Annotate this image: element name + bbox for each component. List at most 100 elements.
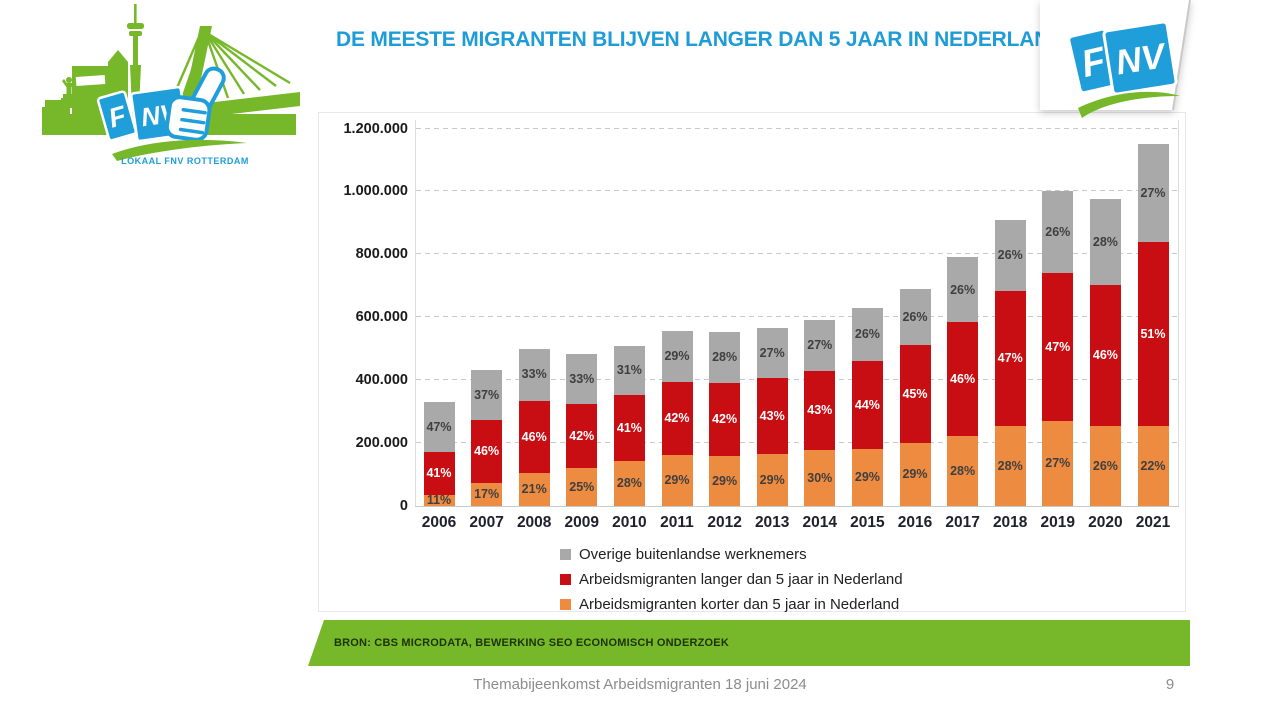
gridline: [416, 442, 1178, 444]
bar-segment: 26%: [994, 219, 1026, 292]
x-axis-label: 2021: [1135, 514, 1171, 531]
bar-column: 29% 42% 29%: [661, 331, 693, 506]
bar-column: 26% 44% 29%: [851, 307, 883, 506]
bar-segment: 29%: [899, 443, 931, 506]
x-axis-label: 2014: [802, 514, 838, 531]
bar-segment: 29%: [661, 455, 693, 506]
segment-label: 41%: [426, 466, 452, 481]
segment-label: 31%: [616, 363, 642, 378]
segment-label: 11%: [426, 493, 452, 508]
legend-label: Overige buitenlandse werknemers: [579, 546, 807, 563]
gridline: [416, 253, 1178, 255]
fnv-logo-right: F NV: [1067, 20, 1180, 118]
x-axis-label: 2015: [850, 514, 885, 531]
bridge-cables: [168, 29, 291, 109]
bar-column: 37% 46% 17%: [471, 369, 503, 506]
segment-label: 44%: [854, 397, 880, 412]
segment-label: 29%: [712, 473, 738, 488]
x-axis-label: 2008: [516, 514, 552, 531]
bar-column: 33% 42% 25%: [566, 353, 598, 506]
segment-label: 46%: [474, 444, 500, 459]
gridline: [416, 379, 1178, 381]
gridline: [416, 316, 1178, 318]
segment-label: 26%: [1092, 458, 1118, 473]
segment-label: 29%: [854, 469, 880, 484]
plot-area: 1.200.000 1.000.000 800.000 600.000 400.000 2…: [343, 120, 1179, 531]
segment-label: 27%: [1140, 185, 1166, 200]
x-axis-label: 2007: [469, 514, 504, 531]
bar-column: 27% 43% 29%: [756, 328, 788, 506]
bar-segment: 29%: [661, 331, 693, 383]
bar-segment: 46%: [471, 420, 503, 483]
bar-segment: 28%: [994, 425, 1026, 506]
bar-segment: 44%: [851, 361, 883, 449]
bar-column: 47% 41% 11%: [423, 402, 455, 508]
segment-label: 29%: [759, 472, 785, 487]
swoosh-right: [1078, 91, 1180, 118]
bar-segment: 46%: [518, 400, 550, 473]
bar-segment: 42%: [709, 382, 741, 456]
segment-label: 46%: [950, 372, 976, 386]
bar-column: 33% 46% 21%: [518, 348, 550, 506]
segment-label: 28%: [997, 458, 1023, 473]
bar-segment: 31%: [613, 345, 645, 396]
segment-label: 47%: [426, 419, 452, 434]
legend-swatch: [560, 574, 571, 585]
bar-segment: 29%: [851, 448, 883, 506]
bar-segment: 47%: [423, 402, 455, 453]
x-axis-label: 2012: [707, 514, 742, 531]
page-number: 9: [1165, 676, 1175, 693]
bar-column: 28% 42% 29%: [709, 332, 741, 506]
bar-segment: 21%: [518, 472, 550, 506]
bar-segment: 29%: [709, 455, 741, 506]
segment-label: 41%: [616, 420, 642, 435]
segment-label: 26%: [1045, 225, 1071, 240]
bar-segment: 27%: [1042, 421, 1074, 506]
segment-label: 37%: [474, 387, 500, 402]
bar-segment: 11%: [423, 493, 455, 508]
bar-segment: 28%: [1089, 199, 1121, 286]
bar-segment: 28%: [709, 332, 741, 383]
legend-item: Arbeidsmigranten langer dan 5 jaar in Ne…: [560, 567, 903, 592]
chart-title: DE MEESTE MIGRANTEN BLIJVEN LANGER DAN 5…: [336, 28, 1065, 51]
x-axis-label: 2013: [754, 514, 790, 531]
bar-segment: 37%: [471, 369, 503, 421]
source-text: BRON: CBS MICRODATA, BEWERKING SEO ECONO…: [334, 637, 729, 649]
segment-label: 33%: [521, 367, 547, 382]
segment-label: 22%: [1140, 458, 1166, 473]
bar-segment: 41%: [613, 395, 645, 462]
x-axis-label: 2010: [612, 514, 647, 531]
x-axis-label: 2019: [1040, 514, 1076, 531]
segment-label: 29%: [664, 473, 690, 488]
bar-column: 26% 47% 28%: [994, 219, 1026, 506]
bar-segment: 51%: [1137, 241, 1169, 427]
source-bar: BRON: CBS MICRODATA, BEWERKING SEO ECONO…: [308, 620, 1190, 666]
fnv-logo-left: F NV: [96, 85, 188, 143]
x-axis-label: 2020: [1088, 514, 1123, 531]
bar-segment: 27%: [804, 320, 836, 371]
bar-segment: 41%: [423, 452, 455, 495]
bar-segment: 30%: [804, 450, 836, 506]
bar-segment: 26%: [1089, 426, 1121, 506]
bar-column: 26% 47% 27%: [1042, 191, 1074, 506]
chart-card: [318, 112, 1186, 612]
y-tick-label: 800.000: [355, 246, 408, 263]
bar-segment: 42%: [566, 403, 598, 468]
bar-segment: 47%: [994, 291, 1026, 426]
segment-label: 17%: [474, 487, 500, 502]
thumbs-up-icon: [164, 66, 226, 142]
bar-segment: 43%: [756, 378, 788, 455]
segment-label: 27%: [1045, 456, 1071, 471]
bar-segment: 22%: [1137, 426, 1169, 506]
bar-segment: 27%: [756, 328, 788, 379]
bar-segment: 46%: [1089, 285, 1121, 427]
segment-label: 43%: [759, 408, 785, 423]
swoosh-left: [112, 139, 247, 161]
segment-label: 28%: [616, 476, 642, 491]
x-axis-label: 2011: [660, 514, 694, 531]
rotterdam-skyline-logo: F NV LOKAAL FNV ROTTERDAM: [42, 4, 300, 166]
x-axis-label: 2009: [564, 514, 600, 531]
legend-swatch: [560, 549, 571, 560]
bar-segment: 29%: [756, 454, 788, 506]
segment-label: 45%: [902, 386, 928, 401]
